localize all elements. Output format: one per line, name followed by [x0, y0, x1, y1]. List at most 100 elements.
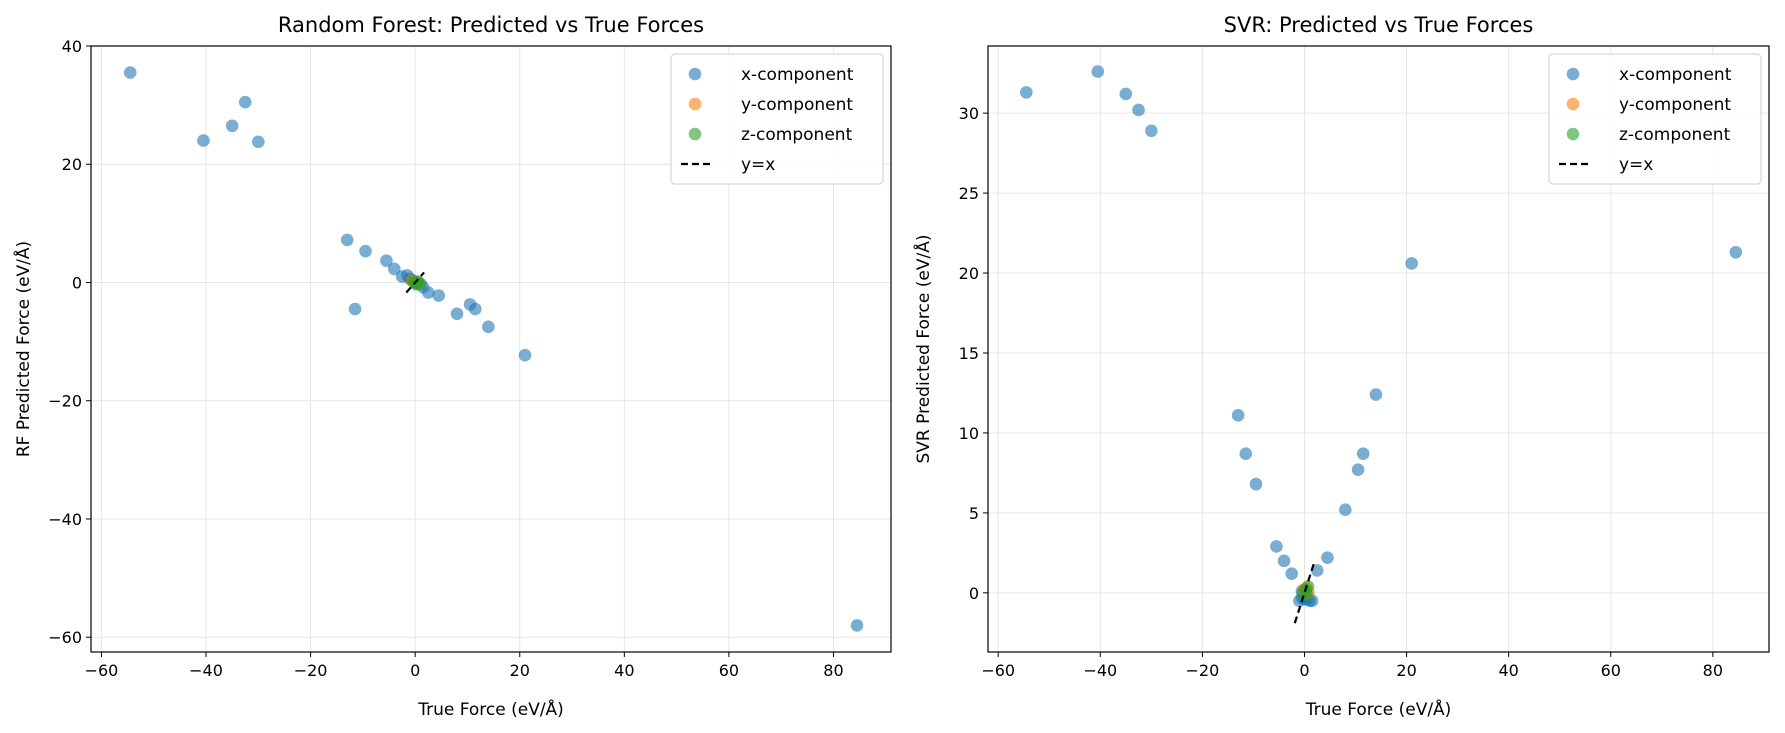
- y-tick-label: 0: [72, 273, 82, 292]
- y-tick-label: 10: [959, 424, 979, 443]
- chart-title: Random Forest: Predicted vs True Forces: [278, 13, 704, 37]
- x-tick-label: 40: [1498, 661, 1518, 680]
- chart-title: SVR: Predicted vs True Forces: [1224, 13, 1534, 37]
- data-point: [1285, 567, 1299, 580]
- x-tick-label: 80: [1703, 661, 1723, 680]
- data-point: [1091, 65, 1105, 78]
- x-axis-label: True Force (eV/Å): [1305, 698, 1452, 720]
- x-tick-label: −40: [1083, 661, 1117, 680]
- data-point: [1310, 564, 1324, 577]
- data-point: [387, 262, 401, 276]
- y-tick-label: 5: [969, 504, 979, 523]
- data-point: [1019, 86, 1033, 99]
- data-point: [1132, 103, 1145, 117]
- y-tick-label: 25: [959, 184, 979, 203]
- legend-box: [1548, 53, 1762, 185]
- legend-marker: [688, 127, 702, 141]
- legend-label: y=x: [1619, 155, 1653, 175]
- data-point: [1270, 540, 1283, 553]
- legend-label: x-component: [741, 65, 854, 85]
- legend-label: y-component: [1619, 95, 1731, 115]
- plot-area: [123, 66, 864, 632]
- rf-chart: −60 −40 −20 0 20 40 60 80 −60 −40 −20 0 20 40 Random F…: [12, 13, 892, 720]
- data-point: [850, 619, 864, 632]
- x-tick-label: −60: [981, 661, 1015, 680]
- data-point: [411, 275, 425, 289]
- data-point: [1321, 551, 1334, 564]
- x-tick-label: 20: [510, 661, 530, 680]
- x-tick-label: 60: [1601, 661, 1621, 680]
- plot-area: [1019, 65, 1743, 624]
- legend-label: x-component: [1619, 65, 1732, 85]
- data-point: [252, 135, 265, 149]
- x-tick-label: −20: [294, 661, 328, 680]
- data-point: [340, 233, 354, 247]
- data-point: [1239, 447, 1253, 461]
- legend-label: y-component: [741, 95, 853, 115]
- axes-frame: [987, 45, 1770, 653]
- data-point: [1249, 477, 1263, 491]
- data-point: [469, 302, 482, 316]
- data-point: [1339, 503, 1352, 516]
- data-point: [1145, 124, 1158, 138]
- data-point: [1351, 463, 1365, 477]
- data-point: [238, 95, 252, 109]
- y-tick-label: −60: [48, 628, 82, 647]
- legend-label: z-component: [1619, 125, 1731, 145]
- x-axis-label: True Force (eV/Å): [417, 698, 564, 720]
- x-tick-label: −40: [189, 661, 223, 680]
- x-tick-label: −60: [85, 661, 119, 680]
- x-tick-label: 80: [823, 661, 843, 680]
- y-axis-label: SVR Predicted Force (eV/Å): [912, 235, 934, 464]
- data-point: [225, 119, 239, 133]
- legend-label: y=x: [741, 155, 775, 175]
- data-point: [197, 134, 210, 147]
- y-tick-label: 20: [62, 155, 82, 174]
- legend-marker: [688, 67, 702, 81]
- y-tick-label: −40: [48, 510, 82, 529]
- legend-marker: [1566, 97, 1580, 111]
- data-point: [482, 320, 495, 334]
- data-point: [1369, 388, 1383, 401]
- data-point: [1231, 409, 1245, 422]
- data-point: [123, 66, 137, 79]
- data-point: [348, 302, 362, 316]
- x-tick-label: 20: [1396, 661, 1416, 680]
- legend: x-component y-component z-component y=x: [1548, 53, 1762, 185]
- axes-frame: [90, 45, 892, 653]
- y-tick-label: 20: [959, 264, 979, 283]
- y-tick-label: 30: [959, 104, 979, 123]
- legend-box: [670, 53, 884, 185]
- x-tick-label: 0: [410, 661, 420, 680]
- svr-chart: −60 −40 −20 0 20 40 60 80 0 5 10 15 20 25 30 SVR: Predi…: [912, 13, 1770, 720]
- x-tick-label: 40: [614, 661, 634, 680]
- data-point: [1356, 447, 1370, 461]
- series-x-component: [123, 66, 864, 632]
- y-axis-label: RF Predicted Force (eV/Å): [12, 241, 34, 457]
- reference-line: [405, 271, 425, 294]
- data-point: [359, 244, 372, 258]
- data-point: [432, 289, 446, 302]
- x-tick-label: −20: [1186, 661, 1220, 680]
- legend-marker: [688, 97, 702, 111]
- y-tick-label: 40: [62, 37, 82, 56]
- y-tick-label: 15: [959, 344, 979, 363]
- x-tick-label: 60: [719, 661, 739, 680]
- data-point: [518, 348, 532, 362]
- legend: x-component y-component z-component y=x: [670, 53, 884, 185]
- legend-marker: [1566, 127, 1580, 141]
- data-point: [1729, 245, 1743, 259]
- data-point: [1405, 257, 1418, 270]
- data-point: [450, 307, 464, 321]
- y-tick-label: 0: [969, 584, 979, 603]
- legend-marker: [1566, 67, 1580, 81]
- series-z-component: [406, 275, 426, 291]
- grid: [988, 46, 1769, 652]
- x-tick-label: 0: [1299, 661, 1309, 680]
- data-point: [380, 254, 393, 267]
- y-tick-label: −20: [48, 392, 82, 411]
- data-point: [1277, 554, 1291, 568]
- legend-label: z-component: [741, 125, 853, 145]
- data-point: [1119, 87, 1133, 101]
